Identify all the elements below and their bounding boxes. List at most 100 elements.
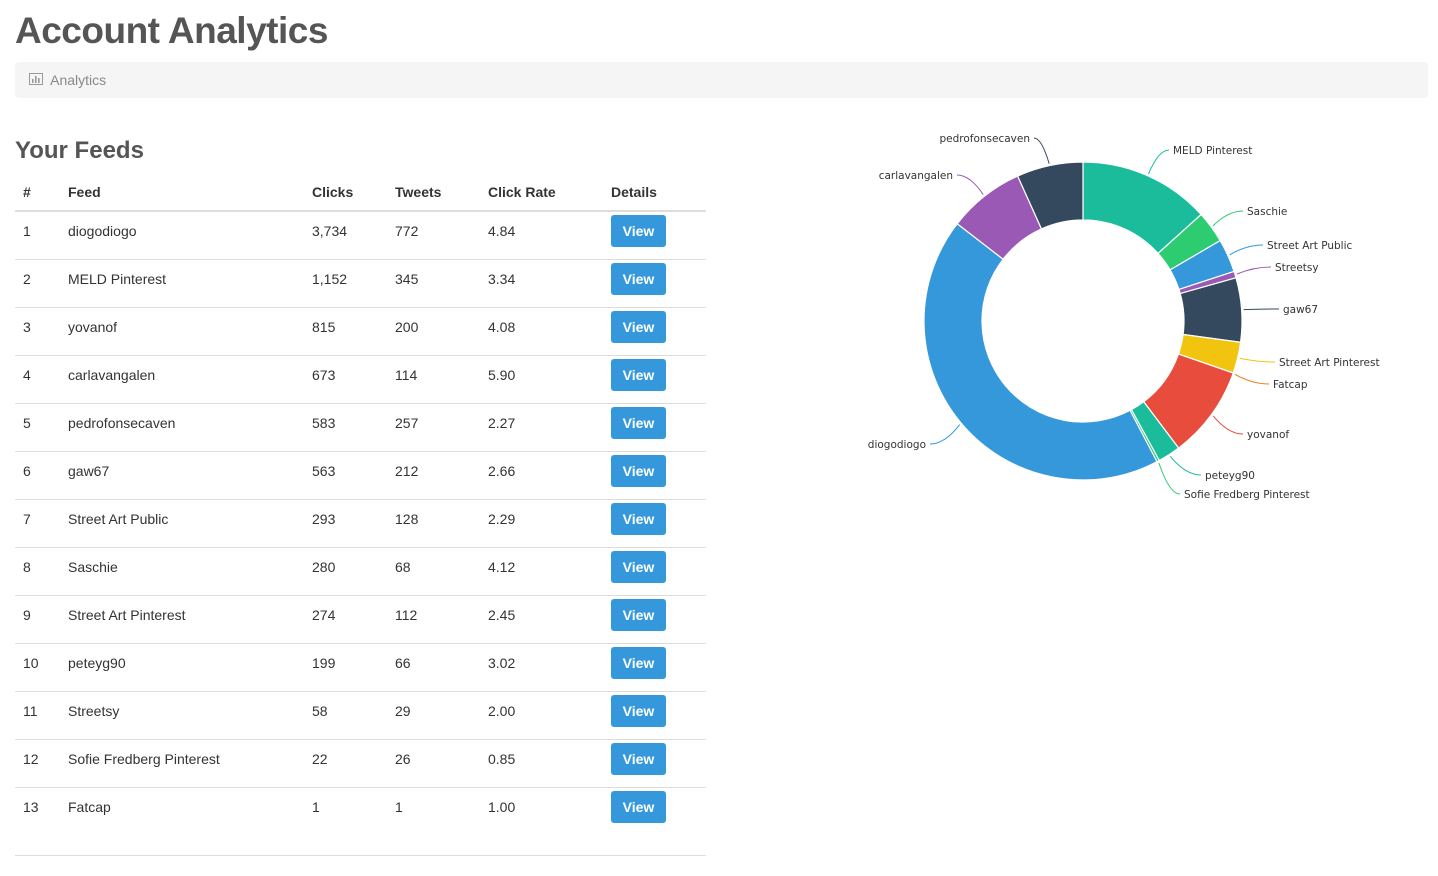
clicks-value: 1 <box>304 787 387 856</box>
pie-leader-line <box>1158 462 1181 495</box>
clicks-value: 274 <box>304 595 387 644</box>
page-title: Account Analytics <box>15 10 328 51</box>
tweets-value: 29 <box>387 691 480 740</box>
pie-slice-label: Street Art Public <box>1267 240 1352 252</box>
view-button[interactable]: View <box>611 358 666 391</box>
pie-slice-label: Saschie <box>1247 206 1287 218</box>
details-cell: View <box>603 259 706 308</box>
table-row: 12 Sofie Fredberg Pinterest 22 26 0.85 View <box>15 739 706 788</box>
clicks-value: 280 <box>304 547 387 596</box>
clicks-value: 815 <box>304 307 387 356</box>
pie-leader-line <box>1212 415 1244 435</box>
tweets-value: 128 <box>387 499 480 548</box>
pie-slice <box>1016 161 1084 230</box>
feed-name: peteyg90 <box>60 643 304 692</box>
feed-name: Street Art Pinterest <box>60 595 304 644</box>
tweets-value: 114 <box>387 355 480 404</box>
click-rate-value: 2.45 <box>480 595 603 644</box>
pie-slice-label: peteyg90 <box>1205 470 1255 482</box>
feed-name: Street Art Public <box>60 499 304 548</box>
row-number: 2 <box>15 259 60 308</box>
row-number: 1 <box>15 211 60 260</box>
feed-name: pedrofonsecaven <box>60 403 304 452</box>
feeds-table: # Feed Clicks Tweets Click Rate Details … <box>15 174 706 856</box>
view-button[interactable]: View <box>611 790 666 823</box>
row-number: 8 <box>15 547 60 596</box>
feed-name: gaw67 <box>60 451 304 500</box>
click-rate-value: 2.00 <box>480 691 603 740</box>
column-header-clicks: Clicks <box>304 174 387 212</box>
pie-leader-line <box>1243 308 1280 311</box>
clicks-value: 293 <box>304 499 387 548</box>
tweets-value: 200 <box>387 307 480 356</box>
row-number: 11 <box>15 691 60 740</box>
click-rate-value: 3.02 <box>480 643 603 692</box>
pie-leader-line <box>1033 137 1050 164</box>
view-button[interactable]: View <box>611 406 666 439</box>
view-button[interactable]: View <box>611 310 666 343</box>
pie-slice-label: Streetsy <box>1275 262 1319 274</box>
pie-slice-label: diogodiogo <box>868 439 926 451</box>
clicks-value: 583 <box>304 403 387 452</box>
details-cell: View <box>603 403 706 452</box>
row-number: 3 <box>15 307 60 356</box>
click-rate-value: 5.90 <box>480 355 603 404</box>
pie-slice-label: carlavangalen <box>879 170 953 182</box>
view-button[interactable]: View <box>611 502 666 535</box>
feed-name: carlavangalen <box>60 355 304 404</box>
details-cell: View <box>603 787 706 856</box>
pie-slice-label: yovanof <box>1247 429 1289 441</box>
feed-name: yovanof <box>60 307 304 356</box>
table-header-row: # Feed Clicks Tweets Click Rate Details <box>15 174 706 212</box>
row-number: 13 <box>15 787 60 856</box>
view-button[interactable]: View <box>611 694 666 727</box>
table-row: 10 peteyg90 199 66 3.02 View <box>15 643 706 692</box>
view-button[interactable]: View <box>611 598 666 631</box>
pie-leader-line <box>1212 210 1244 227</box>
table-row: 9 Street Art Pinterest 274 112 2.45 View <box>15 595 706 644</box>
click-rate-value: 1.00 <box>480 787 603 856</box>
pie-leader-line <box>1147 149 1170 175</box>
tweets-value: 212 <box>387 451 480 500</box>
row-number: 6 <box>15 451 60 500</box>
pie-leader-line <box>1236 266 1272 275</box>
view-button[interactable]: View <box>611 262 666 295</box>
table-row: 13 Fatcap 1 1 1.00 View <box>15 787 706 856</box>
breadcrumb-item-analytics[interactable]: Analytics <box>50 72 107 88</box>
view-button[interactable]: View <box>611 215 666 247</box>
pie-leader-line <box>1229 244 1264 256</box>
tweets-value: 772 <box>387 211 480 260</box>
feed-name: Streetsy <box>60 691 304 740</box>
table-row: 6 gaw67 563 212 2.66 View <box>15 451 706 500</box>
row-number: 12 <box>15 739 60 788</box>
row-number: 5 <box>15 403 60 452</box>
view-button[interactable]: View <box>611 742 666 775</box>
feed-name: Fatcap <box>60 787 304 856</box>
view-button[interactable]: View <box>611 454 666 487</box>
click-rate-value: 2.66 <box>480 451 603 500</box>
click-rate-value: 4.84 <box>480 211 603 260</box>
click-rate-value: 3.34 <box>480 259 603 308</box>
tweets-value: 1 <box>387 787 480 856</box>
clicks-value: 199 <box>304 643 387 692</box>
bar-chart-icon <box>29 62 43 98</box>
pie-leader-line <box>1234 373 1270 385</box>
click-rate-value: 0.85 <box>480 739 603 788</box>
tweets-value: 26 <box>387 739 480 788</box>
table-row: 11 Streetsy 58 29 2.00 View <box>15 691 706 740</box>
feed-name: diogodiogo <box>60 211 304 260</box>
view-button[interactable]: View <box>611 550 666 583</box>
table-row: 1 diogodiogo 3,734 772 4.84 View <box>15 211 706 260</box>
tweets-value: 257 <box>387 403 480 452</box>
column-header-details: Details <box>603 174 706 212</box>
view-button[interactable]: View <box>611 646 666 679</box>
table-row: 3 yovanof 815 200 4.08 View <box>15 307 706 356</box>
tweets-value: 112 <box>387 595 480 644</box>
feed-name: Saschie <box>60 547 304 596</box>
feeds-heading: Your Feeds <box>15 137 144 164</box>
feeds-donut-chart: MELD Pinterest Saschie Street Art Public St… <box>868 133 1380 501</box>
pie-slice <box>923 222 1158 481</box>
row-number: 7 <box>15 499 60 548</box>
column-header-tweets: Tweets <box>387 174 480 212</box>
click-rate-value: 4.08 <box>480 307 603 356</box>
